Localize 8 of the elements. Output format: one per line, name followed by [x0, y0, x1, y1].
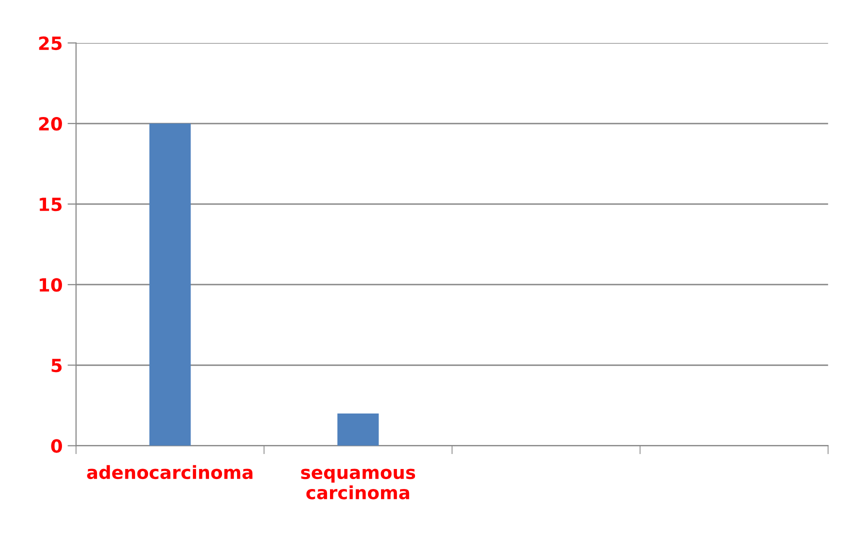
y-tick-label: 5	[52, 358, 62, 372]
x-tick-label: sequamous carcinoma	[301, 468, 416, 500]
y-tick-label: 15	[40, 198, 62, 212]
x-tick-label: adenocarcinoma	[87, 465, 252, 480]
y-tick-label: 10	[40, 278, 62, 292]
y-tick-label: 20	[39, 116, 62, 131]
y-tick-label: 25	[39, 36, 62, 50]
y-tick-label: 0	[51, 439, 62, 453]
